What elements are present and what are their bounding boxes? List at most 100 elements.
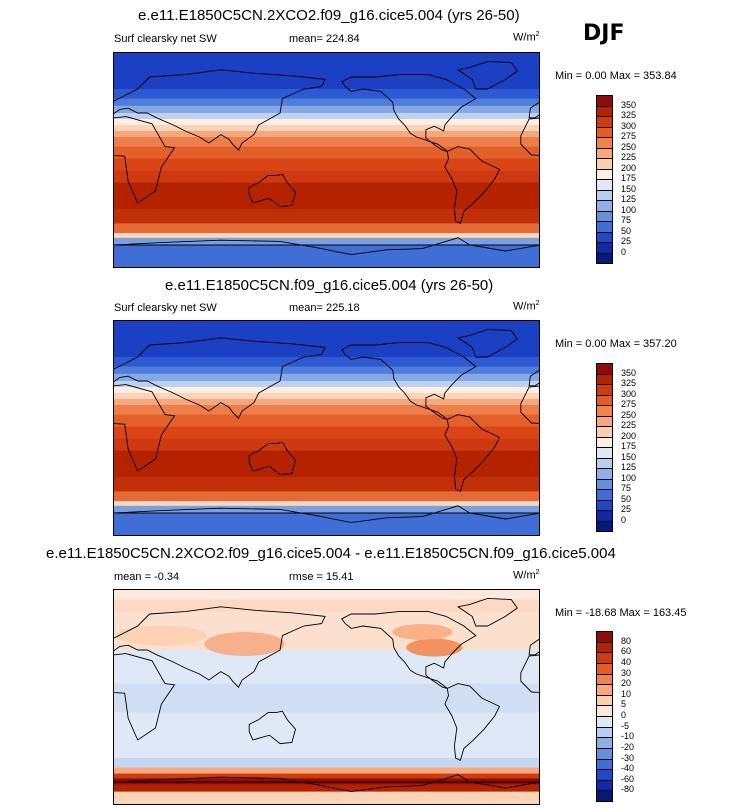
field-band: [114, 758, 539, 769]
coastline: [444, 683, 501, 762]
field-band: [114, 209, 539, 224]
field-band: [114, 357, 539, 368]
coastline: [114, 653, 176, 741]
panel-units: W/m2: [513, 569, 540, 582]
colorbar-tick-label: 325: [621, 110, 637, 120]
colorbar-tick-label: 175: [621, 173, 637, 183]
colorbar-tick-label: 10: [621, 688, 632, 699]
field-band: [114, 405, 539, 416]
colorbar-swatch: [596, 790, 613, 802]
field-band: [114, 321, 539, 358]
panel-variable-label: Surf clearsky net SW: [114, 33, 217, 45]
panel-mean-label: mean= 224.84: [289, 33, 360, 45]
field-band: [114, 137, 539, 148]
colorbar-tick-label: 40: [621, 656, 632, 667]
field-band: [114, 98, 539, 107]
colorbar-tick-label: 150: [621, 183, 637, 194]
map-panel-base: [113, 320, 540, 536]
colorbar-tick-label: -80: [621, 784, 635, 795]
colorbar-tick-label: 125: [621, 194, 637, 204]
field-band: [114, 399, 539, 406]
field-band: [114, 784, 539, 793]
coastline: [456, 328, 518, 358]
colorbar-tick-label: 300: [621, 388, 637, 399]
coastline: [114, 337, 326, 419]
field-band: [114, 233, 539, 239]
colorbar-tick-label: 20: [621, 678, 632, 689]
coastline: [444, 414, 501, 493]
coastline: [248, 710, 296, 745]
coastline: [520, 385, 539, 424]
coastline: [114, 505, 539, 524]
panel-rmse-label: rmse = 15.41: [289, 571, 354, 583]
panel-mean-label: mean = -0.34: [114, 571, 180, 583]
colorbar-tick-label: 325: [621, 378, 637, 388]
field-band: [114, 119, 539, 126]
colorbar-tick-label: 125: [621, 462, 637, 472]
colorbar-tick-label: -5: [621, 720, 630, 731]
field-band: [114, 513, 539, 535]
colorbar-tick-label: 275: [621, 399, 637, 409]
field-band: [114, 590, 539, 601]
colorbar-tick-label: 100: [621, 204, 637, 215]
colorbar-tick-label: 25: [621, 236, 632, 246]
colorbar-tick-label: 250: [621, 409, 637, 420]
field-band: [114, 450, 539, 478]
panel-variable-label: Surf clearsky net SW: [114, 302, 217, 314]
coastline: [341, 611, 477, 689]
field-band: [114, 245, 539, 267]
colorbar-tick-label: 75: [621, 215, 632, 225]
field-band: [114, 125, 539, 132]
field-band: [114, 146, 539, 160]
anomaly-patch: [116, 625, 207, 646]
coastline: [341, 342, 477, 420]
colorbar-tick-label: 275: [621, 131, 637, 141]
colorbar: 350 325 300 275 250 225 200 175 150 125 100 75 50 25 0: [596, 363, 656, 532]
field-band: [114, 791, 539, 804]
field-band: [114, 237, 539, 246]
field-band: [114, 182, 539, 210]
anomaly-patch: [392, 624, 453, 640]
colorbar-tick-label: 250: [621, 141, 637, 152]
coastline: [114, 606, 326, 688]
colorbar-tick-label: 25: [621, 504, 632, 514]
colorbar: 80 60 40 30 20 10 5 0 -5 -10 -20 -30 -40 -60 -80: [596, 631, 656, 802]
field-band: [114, 158, 539, 172]
panel-min-max: Min = -18.68 Max = 163.45: [555, 607, 687, 619]
panel-title: e.e11.E1850C5CN.2XCO2.f09_g16.cice5.004 …: [138, 7, 520, 24]
field-band: [114, 223, 539, 234]
colorbar-tick-label: 0: [621, 514, 627, 525]
colorbar-swatch: [596, 252, 613, 264]
colorbar-tick-label: 150: [621, 451, 637, 462]
colorbar-tick-label: 350: [621, 99, 637, 110]
anomaly-patch: [204, 632, 285, 656]
field-band: [114, 387, 539, 394]
coastline: [456, 597, 518, 627]
colorbar-swatch: [596, 520, 613, 532]
anomaly-patch: [406, 638, 463, 657]
season-label: DJF: [583, 21, 625, 46]
coastline: [114, 116, 176, 204]
colorbar-tick-label: -20: [621, 741, 635, 752]
colorbar-tick-label: 225: [621, 420, 637, 430]
coastline: [520, 117, 539, 156]
colorbar-tick-label: 5: [621, 699, 627, 710]
field-band: [114, 773, 539, 779]
coastline: [114, 774, 539, 793]
colorbar-tick-label: -30: [621, 752, 635, 763]
coastline: [341, 74, 477, 152]
field-band: [114, 599, 539, 613]
field-band: [114, 381, 539, 388]
colorbar-tick-label: -60: [621, 773, 635, 784]
coastline: [114, 69, 326, 151]
map-panel-difference: [113, 589, 540, 805]
colorbar-tick-label: -40: [621, 763, 635, 774]
panel-units: W/m2: [513, 31, 540, 44]
field-band: [114, 53, 539, 90]
anomaly-patch: [114, 683, 539, 713]
colorbar-tick-label: 350: [621, 367, 637, 378]
colorbar-tick-label: 30: [621, 667, 632, 678]
field-band: [114, 373, 539, 382]
field-band: [114, 170, 539, 184]
coastline: [114, 384, 176, 472]
